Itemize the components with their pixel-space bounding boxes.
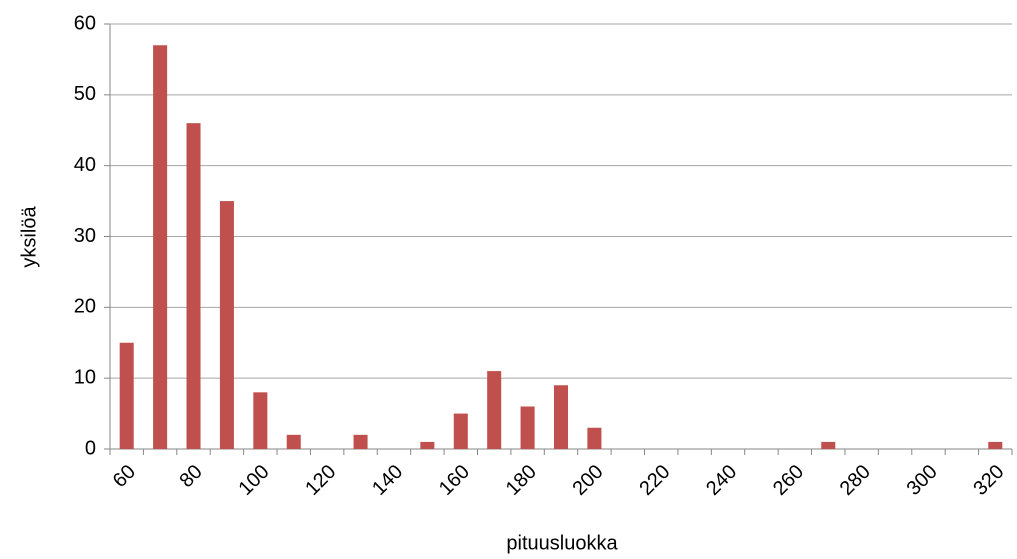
x-tick-label: 160 <box>435 461 474 500</box>
y-tick-label: 60 <box>74 12 96 34</box>
x-tick-label: 120 <box>301 461 340 500</box>
x-tick-label: 260 <box>769 461 808 500</box>
x-tick-label: 300 <box>903 461 942 500</box>
x-tick-label: 280 <box>836 461 875 500</box>
y-tick-label: 30 <box>74 225 96 247</box>
x-tick-label: 220 <box>635 461 674 500</box>
bar <box>453 413 468 449</box>
y-tick-label: 50 <box>74 83 96 105</box>
y-tick-label: 20 <box>74 296 96 318</box>
bar <box>520 406 535 449</box>
y-tick-label: 10 <box>74 366 96 388</box>
bar <box>186 123 201 450</box>
x-axis-label: pituusluokka <box>506 532 618 554</box>
x-tick-label: 140 <box>368 461 407 500</box>
x-tick-label: 180 <box>502 461 541 500</box>
bar <box>988 441 1003 449</box>
bar <box>119 342 134 449</box>
x-tick-label: 200 <box>569 461 608 500</box>
bar <box>420 441 435 449</box>
y-axis-label: yksilöä <box>18 206 40 268</box>
bar <box>821 441 836 449</box>
y-tick-label: 0 <box>85 437 96 459</box>
bar <box>353 434 368 449</box>
bar <box>153 45 168 449</box>
bar <box>487 371 502 449</box>
bar <box>553 385 569 449</box>
x-tick-label: 80 <box>175 461 206 492</box>
bar <box>286 434 301 449</box>
bar <box>587 427 602 449</box>
x-tick-label: 60 <box>109 461 140 492</box>
x-tick-label: 100 <box>234 461 273 500</box>
bar <box>219 201 234 449</box>
x-tick-label: 240 <box>702 461 741 500</box>
bar <box>253 392 268 449</box>
y-tick-label: 40 <box>74 154 96 176</box>
x-tick-label: 320 <box>969 461 1008 500</box>
